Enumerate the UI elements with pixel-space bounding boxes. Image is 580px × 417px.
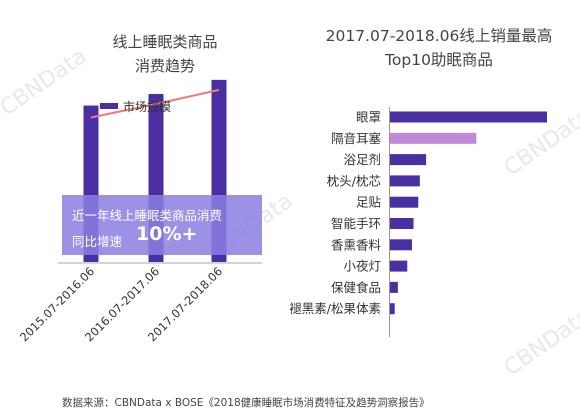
trend-line — [90, 88, 220, 119]
bar — [390, 239, 412, 251]
category-label: 智能手环 — [331, 216, 381, 231]
right-chart-title: 2017.07-2018.06线上销量最高 Top10助眠商品 — [300, 24, 578, 72]
left-chart-title: 线上睡眠类商品 消费趋势 — [60, 30, 270, 78]
bar — [390, 303, 395, 315]
callout-value: 10%+ — [136, 223, 198, 245]
growth-callout: 近一年线上睡眠类商品消费 同比增速 10%+ — [62, 195, 262, 255]
bar — [390, 175, 420, 187]
category-label: 枕头/枕芯 — [327, 173, 381, 188]
right-chart-title-line1: 2017.07-2018.06线上销量最高 — [325, 27, 553, 45]
bar — [390, 260, 408, 272]
bar — [390, 111, 547, 123]
callout-text: 近一年线上睡眠类商品消费 — [72, 208, 223, 223]
callout-text2: 同比增速 — [72, 234, 123, 249]
category-label: 隔音耳塞 — [331, 131, 382, 146]
right-chart-title-line2: Top10助眠商品 — [385, 51, 493, 69]
category-label: 眼罩 — [356, 110, 381, 125]
bar — [390, 154, 427, 166]
bar — [390, 281, 398, 293]
bar — [390, 218, 414, 229]
category-label: 保健食品 — [331, 280, 381, 295]
legend-swatch — [100, 103, 118, 109]
legend-label: 市场规模 — [123, 99, 172, 114]
category-label: 褪黑素/松果体素 — [289, 301, 381, 316]
left-chart-title-line2: 消费趋势 — [134, 57, 195, 75]
left-chart-title-line1: 线上睡眠类商品 — [112, 33, 218, 51]
bar — [390, 132, 477, 144]
category-label: 小夜灯 — [343, 259, 381, 274]
category-label: 香熏香料 — [331, 237, 382, 252]
legend: 市场规模 — [100, 99, 172, 114]
category-label: 浴足剂 — [343, 152, 381, 167]
bar — [390, 196, 419, 208]
data-source: 数据来源：CBNData x BOSE《2018健康睡眠市场消费特征及趋势洞察报… — [62, 397, 430, 409]
category-label: 足贴 — [356, 195, 381, 210]
